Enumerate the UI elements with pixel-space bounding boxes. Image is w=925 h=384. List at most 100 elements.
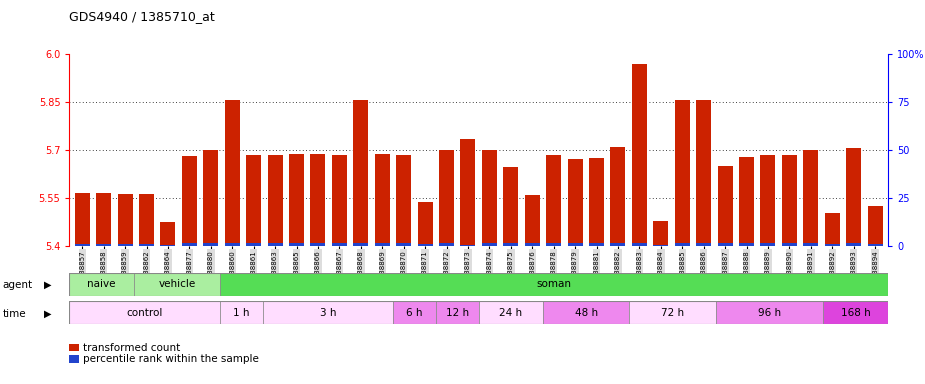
Bar — [568, 159, 583, 246]
Bar — [546, 154, 561, 246]
Bar — [868, 206, 882, 246]
Bar — [96, 244, 111, 246]
Bar — [139, 244, 154, 246]
Text: ▶: ▶ — [43, 309, 51, 319]
Bar — [716, 301, 823, 324]
Text: control: control — [127, 308, 163, 318]
Bar — [524, 243, 540, 246]
Bar — [246, 243, 261, 246]
Bar — [479, 301, 543, 324]
Bar — [267, 154, 283, 246]
Bar — [417, 244, 433, 246]
Bar — [289, 154, 304, 246]
Bar — [697, 100, 711, 246]
Bar — [803, 151, 819, 246]
Bar — [375, 243, 389, 246]
Bar — [546, 243, 561, 246]
Bar — [718, 166, 733, 246]
Bar — [589, 158, 604, 246]
Text: 96 h: 96 h — [758, 308, 781, 318]
Bar — [96, 193, 111, 246]
Bar — [353, 243, 368, 246]
Text: 168 h: 168 h — [841, 308, 870, 318]
Bar — [182, 156, 197, 246]
Bar — [674, 243, 690, 246]
Text: percentile rank within the sample: percentile rank within the sample — [83, 354, 259, 364]
Bar — [439, 243, 454, 246]
Bar — [204, 150, 218, 246]
Bar — [75, 244, 90, 246]
Bar — [353, 100, 368, 246]
Bar — [461, 139, 475, 246]
Bar — [503, 167, 518, 246]
Bar — [160, 222, 176, 246]
Bar — [69, 273, 134, 296]
Bar — [225, 100, 240, 246]
Text: ▶: ▶ — [43, 280, 51, 290]
Bar — [220, 273, 888, 296]
Bar — [69, 301, 220, 324]
Text: 6 h: 6 h — [406, 308, 423, 318]
Bar — [868, 244, 882, 246]
Bar — [392, 301, 436, 324]
Bar — [846, 243, 861, 246]
Bar — [674, 100, 690, 246]
Bar — [267, 243, 283, 246]
Bar — [739, 157, 754, 246]
Bar — [503, 243, 518, 246]
Bar — [311, 243, 326, 246]
Text: transformed count: transformed count — [83, 343, 180, 353]
Bar — [134, 273, 220, 296]
Bar — [75, 193, 90, 246]
Text: vehicle: vehicle — [158, 279, 196, 289]
Bar — [204, 243, 218, 246]
Text: soman: soman — [536, 279, 572, 289]
Bar — [289, 243, 304, 246]
Bar — [417, 202, 433, 246]
Bar — [311, 154, 326, 246]
Text: 48 h: 48 h — [574, 308, 598, 318]
Bar — [825, 213, 840, 246]
Bar — [610, 243, 625, 246]
Bar — [610, 147, 625, 246]
Bar — [632, 243, 647, 246]
Bar — [630, 301, 716, 324]
Bar — [482, 151, 497, 246]
Text: GDS4940 / 1385710_at: GDS4940 / 1385710_at — [69, 10, 216, 23]
Text: 3 h: 3 h — [320, 308, 336, 318]
Bar — [375, 154, 389, 246]
Bar — [697, 243, 711, 246]
Bar — [653, 221, 669, 246]
Bar — [332, 154, 347, 246]
Bar — [396, 243, 412, 246]
Bar — [160, 245, 176, 246]
Bar — [760, 243, 775, 246]
Bar — [782, 154, 797, 246]
Bar — [396, 154, 412, 246]
Text: 12 h: 12 h — [446, 308, 469, 318]
Bar — [632, 64, 647, 246]
Text: agent: agent — [3, 280, 33, 290]
Bar — [225, 243, 240, 246]
Text: time: time — [3, 309, 27, 319]
Bar — [117, 194, 132, 246]
Bar — [739, 243, 754, 246]
Text: 1 h: 1 h — [233, 308, 250, 318]
Bar — [718, 243, 733, 246]
Bar — [760, 154, 775, 246]
Text: 24 h: 24 h — [500, 308, 523, 318]
Bar — [439, 151, 454, 246]
Bar — [139, 194, 154, 246]
Text: naive: naive — [88, 279, 116, 289]
Bar — [846, 148, 861, 246]
Bar — [823, 301, 888, 324]
Bar — [589, 243, 604, 246]
Bar — [543, 301, 630, 324]
Bar — [264, 301, 392, 324]
Bar — [332, 243, 347, 246]
Bar — [246, 154, 261, 246]
Bar — [803, 243, 819, 246]
Text: 72 h: 72 h — [661, 308, 684, 318]
Bar — [436, 301, 479, 324]
Bar — [825, 244, 840, 246]
